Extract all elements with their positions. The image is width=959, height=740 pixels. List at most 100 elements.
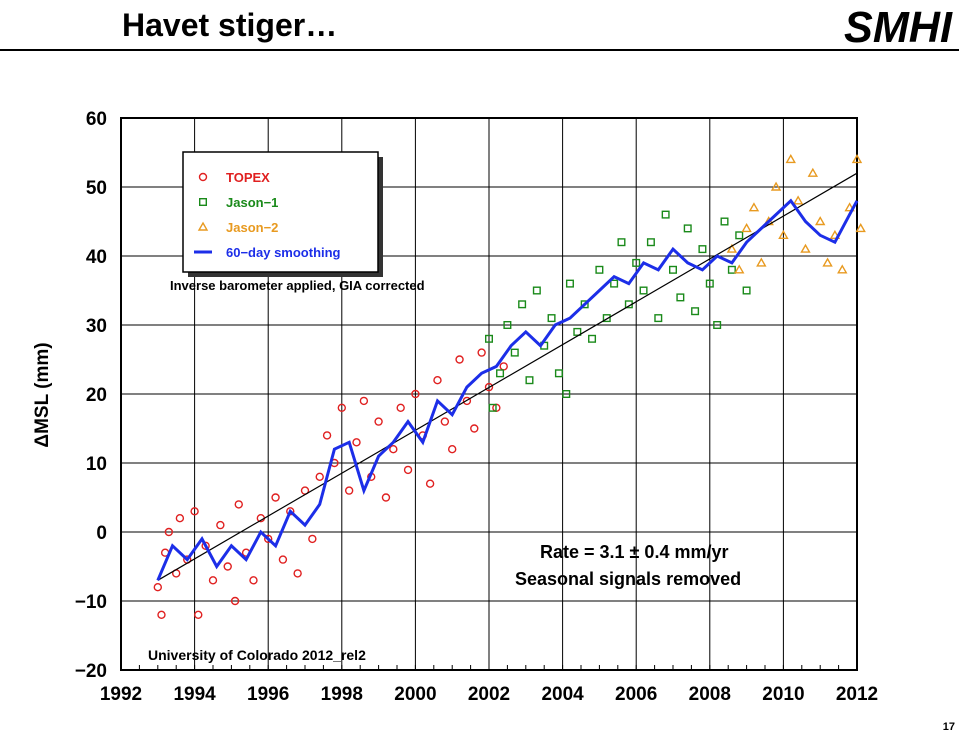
jason1-point	[573, 327, 582, 336]
jason1-point	[720, 217, 729, 226]
jason1-point	[562, 390, 571, 399]
y-tick-label: 0	[96, 523, 107, 544]
jason1-point	[654, 314, 663, 323]
topex-point	[157, 610, 166, 619]
jason1-point	[503, 321, 512, 330]
jason2-point	[770, 181, 782, 191]
jason2-point	[855, 222, 866, 233]
legend-symbol	[198, 197, 207, 206]
jason1-point	[518, 300, 527, 309]
jason1-point	[554, 369, 563, 378]
topex-point	[396, 403, 405, 412]
jason1-point	[698, 245, 707, 254]
x-tick-label: 1992	[100, 684, 142, 705]
x-tick-label: 1996	[247, 684, 289, 705]
legend-label: Jason−1	[226, 195, 278, 210]
y-tick-label: 60	[86, 109, 107, 130]
jason2-point	[829, 229, 841, 239]
legend-label: 60−day smoothing	[226, 245, 341, 260]
legend-note: Inverse barometer applied, GIA corrected	[170, 278, 425, 293]
jason2-point	[814, 216, 826, 226]
topex-point	[164, 527, 174, 537]
legend-label: TOPEX	[226, 170, 270, 185]
x-tick-label: 2010	[762, 684, 804, 705]
jason1-point	[525, 376, 534, 385]
topex-point	[175, 514, 185, 523]
jason2-point	[807, 167, 819, 177]
jason1-point	[610, 279, 619, 288]
topex-point	[278, 555, 288, 564]
jason1-point	[496, 369, 505, 378]
jason2-point	[851, 153, 863, 164]
y-tick-label: 40	[86, 247, 107, 268]
jason1-point	[547, 314, 556, 323]
x-tick-label: 2000	[394, 684, 436, 705]
jason1-point	[580, 300, 589, 309]
topex-point	[381, 493, 391, 502]
topex-point	[484, 382, 494, 392]
topex-point	[337, 403, 346, 412]
topex-point	[403, 465, 413, 475]
y-tick-label: 20	[86, 385, 107, 406]
topex-point	[425, 479, 435, 488]
topex-point	[308, 534, 317, 544]
jason1-point	[565, 279, 574, 288]
x-tick-label: 1998	[321, 684, 363, 705]
jason1-point	[683, 224, 692, 233]
topex-point	[249, 576, 258, 585]
jason1-point	[595, 265, 604, 274]
jason1-point	[669, 265, 678, 274]
legend-box	[182, 151, 379, 273]
jason2-point	[778, 229, 789, 239]
x-tick-label: 2008	[689, 684, 731, 705]
topex-point	[322, 431, 332, 440]
jason1-point	[617, 238, 626, 247]
topex-point	[477, 348, 486, 357]
jason1-point	[713, 321, 722, 330]
y-axis-label: ΔMSL (mm)	[32, 342, 53, 447]
x-tick-label: 2002	[468, 684, 510, 705]
slide-title: Havet stiger…	[122, 7, 337, 43]
jason1-point	[602, 314, 611, 323]
jason1-point	[676, 293, 685, 302]
topex-point	[216, 520, 225, 530]
topex-point	[315, 472, 324, 481]
jason2-point	[748, 202, 760, 212]
topex-point	[455, 355, 464, 364]
jason1-point	[639, 286, 648, 295]
jason1-point	[485, 334, 494, 343]
topex-point	[433, 376, 442, 385]
topex-point	[352, 438, 361, 447]
topex-point	[440, 417, 450, 426]
topex-point	[389, 445, 398, 454]
topex-point	[264, 534, 273, 544]
legend-symbol	[197, 221, 209, 231]
jason1-point	[588, 334, 597, 343]
jason2-point	[741, 222, 752, 233]
x-tick-label: 1994	[173, 684, 216, 705]
jason2-point	[726, 243, 738, 253]
topex-point	[374, 417, 383, 426]
y-tick-label: 10	[86, 454, 107, 475]
jason2-point	[837, 264, 848, 274]
topex-point	[470, 424, 479, 433]
jason1-point	[510, 348, 519, 357]
jason2-point	[785, 153, 796, 164]
y-tick-label: 30	[86, 316, 107, 337]
jason1-point	[742, 286, 751, 295]
topex-point	[223, 562, 232, 571]
topex-point	[411, 389, 420, 399]
y-tick-label: 50	[86, 178, 107, 199]
topex-point	[271, 493, 280, 502]
topex-point	[190, 507, 199, 516]
topex-point	[448, 445, 457, 454]
jason2-point	[734, 264, 745, 274]
jason1-point	[488, 403, 497, 412]
topex-point	[208, 576, 218, 585]
x-tick-label: 2006	[615, 684, 657, 705]
topex-point	[234, 500, 243, 509]
source-note: University of Colorado 2012_rel2	[148, 647, 366, 663]
plot-frame	[120, 117, 858, 671]
trend-line	[157, 172, 858, 581]
